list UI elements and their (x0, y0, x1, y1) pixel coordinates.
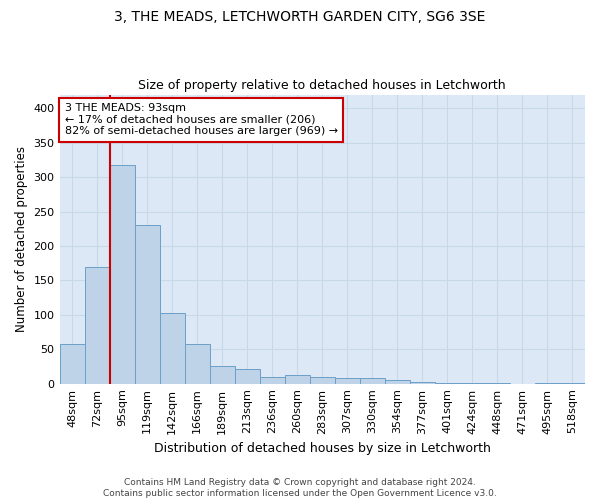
Bar (410, 382, 435, 384)
Bar (59, 344, 85, 384)
Bar (560, 383, 585, 384)
Text: 3 THE MEADS: 93sqm
← 17% of detached houses are smaller (206)
82% of semi-detach: 3 THE MEADS: 93sqm ← 17% of detached hou… (65, 103, 338, 136)
Title: Size of property relative to detached houses in Letchworth: Size of property relative to detached ho… (139, 79, 506, 92)
Bar (360, 378, 385, 384)
Bar (185, 344, 209, 384)
Bar (160, 313, 185, 384)
Bar (335, 378, 360, 384)
X-axis label: Distribution of detached houses by size in Letchworth: Distribution of detached houses by size … (154, 442, 491, 455)
Bar (485, 383, 510, 384)
Bar (460, 383, 485, 384)
Bar (535, 383, 560, 384)
Bar (310, 377, 335, 384)
Bar (435, 383, 460, 384)
Y-axis label: Number of detached properties: Number of detached properties (15, 146, 28, 332)
Bar (285, 376, 310, 384)
Bar (235, 368, 260, 384)
Bar (209, 366, 235, 384)
Bar (260, 377, 285, 384)
Bar (385, 380, 410, 384)
Bar (134, 226, 160, 384)
Bar (110, 165, 134, 384)
Bar (85, 266, 110, 384)
Text: Contains HM Land Registry data © Crown copyright and database right 2024.
Contai: Contains HM Land Registry data © Crown c… (103, 478, 497, 498)
Text: 3, THE MEADS, LETCHWORTH GARDEN CITY, SG6 3SE: 3, THE MEADS, LETCHWORTH GARDEN CITY, SG… (115, 10, 485, 24)
